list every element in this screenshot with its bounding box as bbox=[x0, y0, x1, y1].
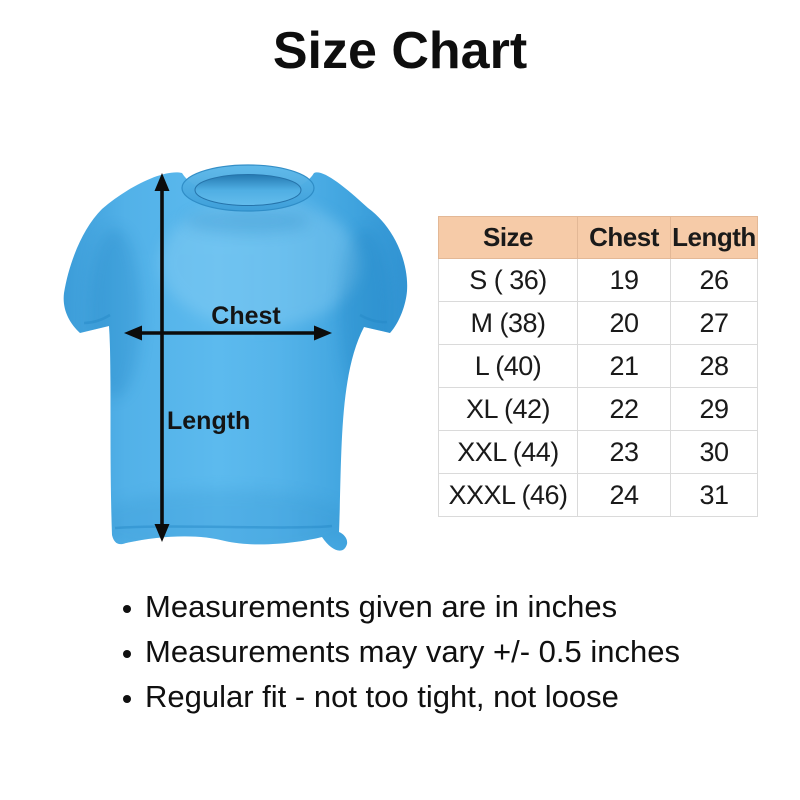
cell-size: M (38) bbox=[438, 301, 578, 345]
table-row: L (40) 21 28 bbox=[438, 344, 758, 388]
table-row: XXXL (46) 24 31 bbox=[438, 473, 758, 517]
cell-length: 29 bbox=[670, 387, 758, 431]
cell-chest: 20 bbox=[577, 301, 671, 345]
table-row: M (38) 20 27 bbox=[438, 301, 758, 345]
length-label: Length bbox=[167, 407, 251, 435]
header-chest: Chest bbox=[577, 216, 671, 259]
table-row: S ( 36) 19 26 bbox=[438, 258, 758, 302]
cell-length: 28 bbox=[670, 344, 758, 388]
length-arrow bbox=[154, 173, 170, 542]
page-title: Size Chart bbox=[272, 22, 528, 80]
note-text: Regular fit - not too tight, not loose bbox=[145, 678, 619, 714]
cell-size: L (40) bbox=[438, 344, 578, 388]
cell-chest: 22 bbox=[577, 387, 671, 431]
cell-length: 27 bbox=[670, 301, 758, 345]
table-row: XXL (44) 23 30 bbox=[438, 430, 758, 474]
tshirt-body bbox=[63, 164, 408, 551]
cell-size: S ( 36) bbox=[438, 258, 578, 302]
cell-chest: 19 bbox=[577, 258, 671, 302]
cell-length: 30 bbox=[670, 430, 758, 474]
bullet-icon bbox=[123, 649, 131, 658]
chest-label: Chest bbox=[211, 302, 281, 330]
cell-length: 31 bbox=[670, 473, 758, 517]
cell-chest: 24 bbox=[577, 473, 671, 517]
cell-size: XL (42) bbox=[438, 387, 578, 431]
tshirt-illustration bbox=[63, 164, 408, 551]
note-text: Measurements given are in inches bbox=[145, 588, 618, 624]
table-header-row: Size Chest Length bbox=[438, 216, 758, 259]
size-table: Size Chest Length S ( 36) 19 26 M (38) 2… bbox=[438, 216, 758, 517]
bullet-icon bbox=[123, 604, 131, 613]
table-row: XL (42) 22 29 bbox=[438, 387, 758, 431]
cell-chest: 23 bbox=[577, 430, 671, 474]
chest-arrow bbox=[124, 325, 332, 341]
list-item: Measurements given are in inches bbox=[118, 584, 680, 629]
shirt-diagram bbox=[60, 163, 410, 563]
note-text: Measurements may vary +/- 0.5 inches bbox=[145, 633, 680, 669]
tshirt-collar bbox=[181, 164, 315, 212]
header-length: Length bbox=[670, 216, 758, 259]
header-size: Size bbox=[438, 216, 578, 259]
cell-size: XXL (44) bbox=[438, 430, 578, 474]
cell-length: 26 bbox=[670, 258, 758, 302]
list-item: Regular fit - not too tight, not loose bbox=[118, 674, 680, 719]
cell-chest: 21 bbox=[577, 344, 671, 388]
bullet-icon bbox=[123, 694, 131, 703]
list-item: Measurements may vary +/- 0.5 inches bbox=[118, 629, 680, 674]
cell-size: XXXL (46) bbox=[438, 473, 578, 517]
notes-list: Measurements given are in inches Measure… bbox=[118, 584, 680, 719]
